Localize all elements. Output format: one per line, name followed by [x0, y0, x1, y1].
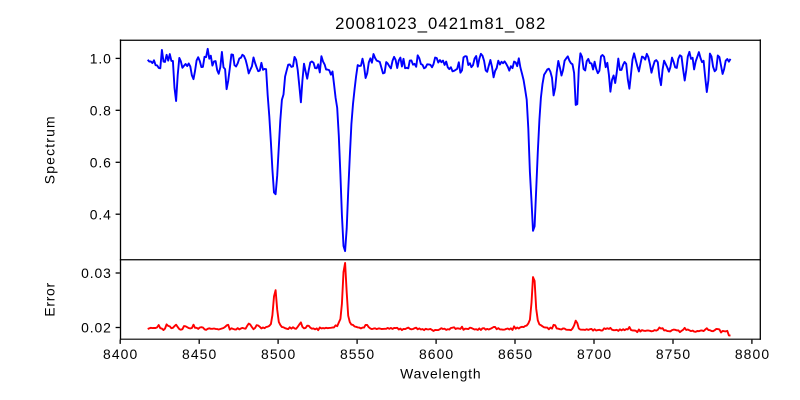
- svg-text:Wavelength: Wavelength: [400, 365, 481, 381]
- svg-text:0.02: 0.02: [81, 320, 112, 336]
- svg-text:1.0: 1.0: [90, 51, 112, 67]
- svg-text:8600: 8600: [419, 346, 454, 362]
- svg-text:0.03: 0.03: [81, 265, 112, 281]
- svg-text:8550: 8550: [340, 346, 375, 362]
- svg-text:8800: 8800: [735, 346, 770, 362]
- svg-text:Spectrum: Spectrum: [41, 115, 57, 184]
- svg-text:8700: 8700: [577, 346, 612, 362]
- svg-text:0.8: 0.8: [90, 102, 112, 118]
- svg-text:8400: 8400: [103, 346, 138, 362]
- svg-text:8650: 8650: [498, 346, 533, 362]
- svg-text:0.6: 0.6: [90, 154, 112, 170]
- svg-text:8750: 8750: [656, 346, 691, 362]
- svg-text:0.4: 0.4: [90, 206, 112, 222]
- svg-text:8450: 8450: [182, 346, 217, 362]
- svg-text:8500: 8500: [261, 346, 296, 362]
- svg-text:20081023_0421m81_082: 20081023_0421m81_082: [335, 14, 546, 33]
- svg-text:Error: Error: [41, 282, 57, 316]
